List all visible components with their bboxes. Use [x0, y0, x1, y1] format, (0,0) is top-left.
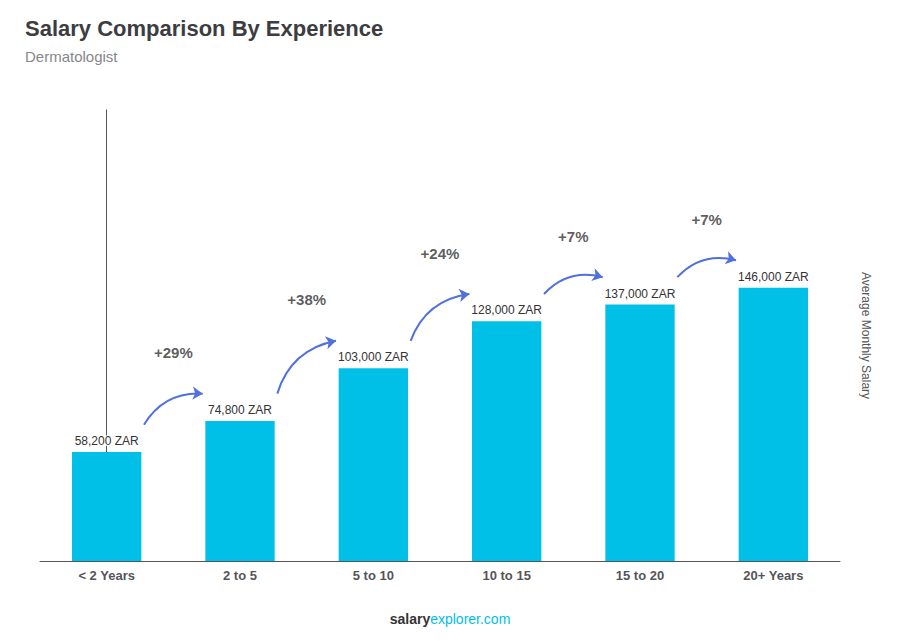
svg-text:2 to 5: 2 to 5 — [223, 568, 257, 583]
svg-text:explorer.com: explorer.com — [430, 611, 510, 627]
svg-text:137,000 ZAR: 137,000 ZAR — [605, 287, 676, 301]
svg-text:salary: salary — [390, 611, 431, 627]
svg-text:15 to 20: 15 to 20 — [616, 568, 664, 583]
svg-text:20+ Years: 20+ Years — [743, 568, 803, 583]
svg-text:< 2 Years: < 2 Years — [78, 568, 135, 583]
svg-text:+7%: +7% — [558, 228, 588, 245]
svg-text:10 to 15: 10 to 15 — [482, 568, 530, 583]
svg-text:Average Monthly Salary: Average Monthly Salary — [859, 272, 873, 399]
svg-text:128,000 ZAR: 128,000 ZAR — [471, 303, 542, 317]
svg-text:146,000 ZAR: 146,000 ZAR — [738, 270, 809, 284]
svg-text:+7%: +7% — [691, 211, 721, 228]
svg-text:+24%: +24% — [421, 245, 460, 262]
svg-text:+29%: +29% — [154, 344, 193, 361]
svg-text:74,800 ZAR: 74,800 ZAR — [208, 403, 272, 417]
svg-text:Dermatologist: Dermatologist — [25, 48, 118, 65]
svg-text:103,000 ZAR: 103,000 ZAR — [338, 350, 409, 364]
svg-text:5 to 10: 5 to 10 — [353, 568, 394, 583]
svg-text:58,200 ZAR: 58,200 ZAR — [75, 434, 139, 448]
svg-text:Salary Comparison By Experienc: Salary Comparison By Experience — [25, 16, 383, 41]
svg-text:+38%: +38% — [287, 291, 326, 308]
